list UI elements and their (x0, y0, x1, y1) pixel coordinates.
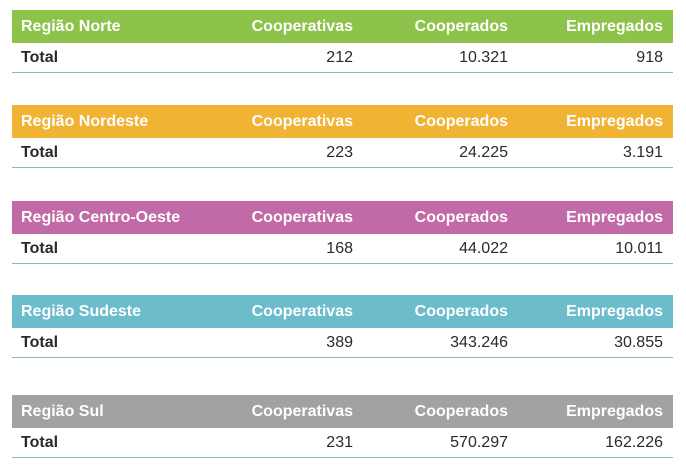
value-cooperativas: 212 (326, 48, 353, 66)
col-cooperados: Cooperados (414, 402, 508, 420)
col-cooperados: Cooperados (414, 112, 508, 130)
region-name: Região Sul (21, 402, 104, 420)
region-name: Região Nordeste (21, 112, 149, 130)
table-row: Total 389 343.246 30.855 (12, 328, 673, 358)
region-table-nordeste: Região Nordeste Cooperativas Cooperados … (12, 105, 673, 168)
value-empregados: 918 (636, 48, 663, 66)
region-name: Região Centro-Oeste (21, 208, 181, 226)
value-cooperados: 24.225 (459, 143, 508, 161)
row-label: Total (21, 48, 59, 66)
col-cooperativas: Cooperativas (251, 17, 353, 35)
row-label: Total (21, 239, 59, 257)
col-cooperativas: Cooperativas (251, 208, 353, 226)
region-name: Região Sudeste (21, 302, 142, 320)
row-label: Total (21, 143, 59, 161)
region-name: Região Norte (21, 17, 121, 35)
col-cooperativas: Cooperativas (251, 402, 353, 420)
col-empregados: Empregados (566, 17, 663, 35)
col-empregados: Empregados (566, 208, 663, 226)
region-table-sudeste: Região Sudeste Cooperativas Cooperados E… (12, 295, 673, 358)
col-cooperativas: Cooperativas (251, 302, 353, 320)
value-cooperativas: 231 (326, 433, 353, 451)
value-cooperados: 343.246 (450, 333, 508, 351)
region-table-centro-oeste: Região Centro-Oeste Cooperativas Coopera… (12, 201, 673, 264)
value-cooperativas: 389 (326, 333, 353, 351)
value-empregados: 10.011 (615, 239, 663, 257)
value-cooperativas: 168 (326, 239, 353, 257)
value-cooperados: 570.297 (450, 433, 508, 451)
value-empregados: 3.191 (622, 143, 663, 161)
table-row: Total 223 24.225 3.191 (12, 138, 673, 168)
table-row: Total 231 570.297 162.226 (12, 428, 673, 458)
row-label: Total (21, 333, 59, 351)
value-cooperativas: 223 (326, 143, 353, 161)
col-cooperados: Cooperados (414, 208, 508, 226)
table-row: Total 168 44.022 10.011 (12, 234, 673, 264)
region-table-norte: Região Norte Cooperativas Cooperados Emp… (12, 10, 673, 73)
region-header: Região Nordeste Cooperativas Cooperados … (12, 105, 673, 138)
value-cooperados: 44.022 (459, 239, 508, 257)
col-cooperativas: Cooperativas (251, 112, 353, 130)
col-empregados: Empregados (566, 402, 663, 420)
value-cooperados: 10.321 (459, 48, 508, 66)
region-header: Região Sudeste Cooperativas Cooperados E… (12, 295, 673, 328)
region-header: Região Norte Cooperativas Cooperados Emp… (12, 10, 673, 43)
value-empregados: 30.855 (614, 333, 663, 351)
col-cooperados: Cooperados (414, 17, 508, 35)
col-empregados: Empregados (566, 302, 663, 320)
table-row: Total 212 10.321 918 (12, 43, 673, 73)
region-header: Região Sul Cooperativas Cooperados Empre… (12, 395, 673, 428)
region-table-sul: Região Sul Cooperativas Cooperados Empre… (12, 395, 673, 458)
value-empregados: 162.226 (605, 433, 663, 451)
row-label: Total (21, 433, 59, 451)
col-empregados: Empregados (566, 112, 663, 130)
col-cooperados: Cooperados (414, 302, 508, 320)
region-header: Região Centro-Oeste Cooperativas Coopera… (12, 201, 673, 234)
